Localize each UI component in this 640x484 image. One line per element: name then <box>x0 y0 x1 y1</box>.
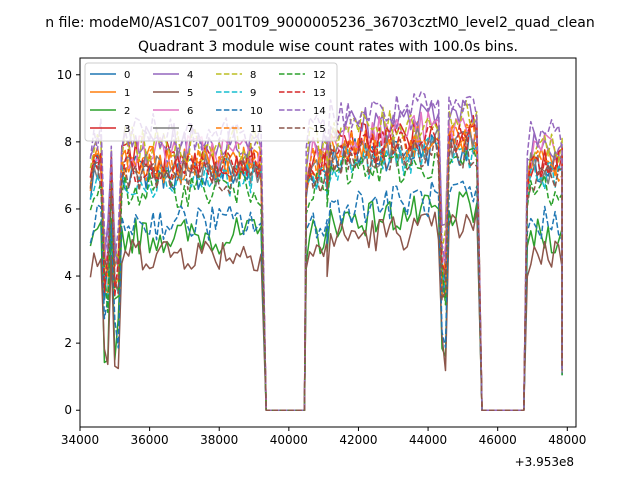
y-tick-label: 2 <box>64 336 72 350</box>
x-tick-label: 40000 <box>270 433 308 447</box>
x-tick-label: 36000 <box>131 433 169 447</box>
x-tick-label: 34000 <box>61 433 99 447</box>
series-line-10 <box>89 180 563 411</box>
x-axis: 34000 36000 38000 40000 42000 44000 46000 48000 <box>61 427 586 447</box>
x-tick-label: 44000 <box>409 433 447 447</box>
legend-label: 15 <box>313 124 326 135</box>
figure-suptitle: n file: modeM0/AS1C07_001T09_9000005236_… <box>45 15 594 31</box>
legend-label: 0 <box>124 70 130 81</box>
legend-label: 12 <box>313 70 326 81</box>
y-tick-label: 4 <box>64 269 72 283</box>
legend-label: 4 <box>187 70 193 81</box>
plot-frame <box>79 57 577 428</box>
legend-label: 3 <box>124 124 130 135</box>
y-axis: 0 2 4 6 8 10 <box>57 68 80 417</box>
legend-label: 6 <box>187 106 193 117</box>
legend-label: 11 <box>250 124 263 135</box>
legend-label: 2 <box>124 106 130 117</box>
series-line-15 <box>89 135 563 411</box>
legend-label: 8 <box>250 70 256 81</box>
chart-title: Quadrant 3 module wise count rates with … <box>138 39 518 55</box>
y-tick-label: 0 <box>64 403 72 417</box>
y-tick-label: 10 <box>57 68 72 82</box>
legend-label: 10 <box>250 106 263 117</box>
x-tick-label: 38000 <box>200 433 238 447</box>
x-tick-label: 48000 <box>548 433 586 447</box>
y-tick-label: 6 <box>64 202 72 216</box>
x-offset-label: +3.953e8 <box>515 455 574 469</box>
x-tick-label: 46000 <box>479 433 517 447</box>
legend-label: 13 <box>313 88 326 99</box>
series-line-13 <box>89 123 563 411</box>
legend-label: 5 <box>187 88 193 99</box>
legend-label: 9 <box>250 88 256 99</box>
legend-box <box>84 62 338 142</box>
legend-label: 14 <box>313 106 326 117</box>
legend-label: 1 <box>124 88 130 99</box>
legend-label: 7 <box>187 124 193 135</box>
y-tick-label: 8 <box>64 135 72 149</box>
x-tick-label: 42000 <box>339 433 377 447</box>
